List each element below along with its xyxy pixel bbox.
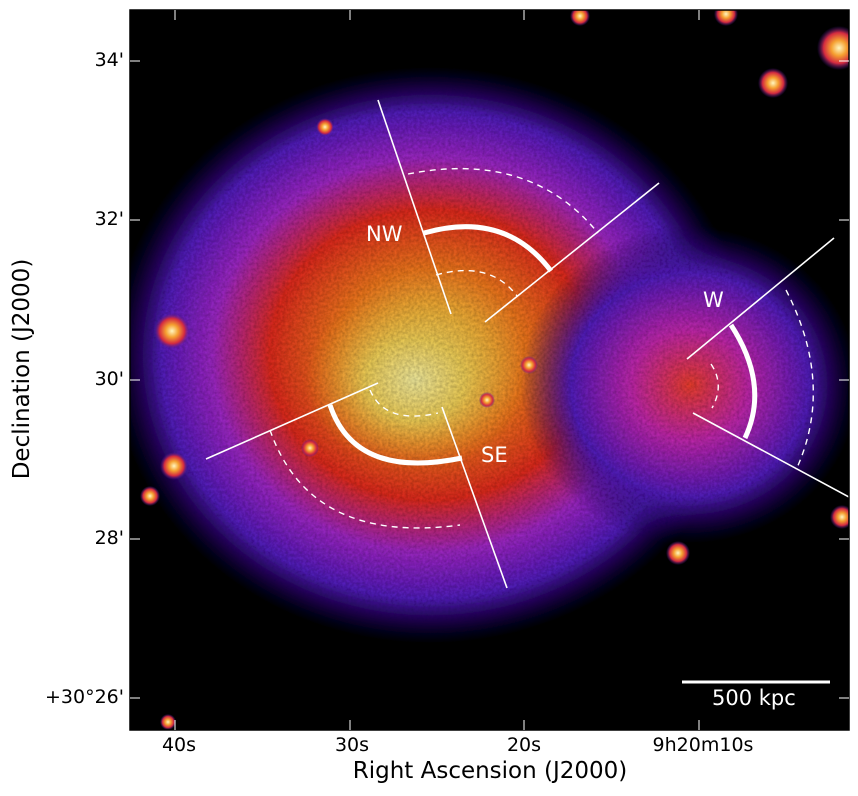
bin-arc-w-outer [785,289,814,471]
point-source [479,392,495,408]
sector-edge-se [441,406,508,589]
point-source [160,714,176,730]
point-source [520,356,538,374]
ra-tick-label: 20s [506,734,542,756]
dec-tick-label: 32' [94,208,124,230]
point-source [758,68,788,98]
plot-frame [129,9,850,731]
image-area [130,10,849,730]
x-axis-title: Right Ascension (J2000) [352,758,628,784]
point-source [666,541,690,565]
dec-tick-label: 34' [94,49,124,71]
region-label-w: W [703,288,724,312]
point-source [817,26,849,70]
y-axis-title: Declination (J2000) [9,258,35,480]
bin-arc-nw-inner [435,269,518,297]
scalebar-label: 500 kpc [712,686,796,710]
point-source [301,439,319,457]
point-source [830,505,849,529]
dec-tick-label: 30' [94,368,124,390]
point-sources [140,10,849,730]
dec-tick-label: +30°26' [45,686,124,708]
point-source [714,10,738,26]
sector-edge-w [692,412,849,498]
point-source [140,486,160,506]
front-arc-se [327,404,463,466]
ra-tick-label: 40s [161,734,197,756]
region-label-nw: NW [366,222,403,246]
front-arc-w [728,323,758,440]
sector-edge-nw [377,99,452,315]
sector-edge-se [205,382,379,460]
dec-tick-label: 28' [94,527,124,549]
sector-edge-nw [484,182,660,323]
point-source [570,10,590,26]
sector-edge-w [686,237,835,360]
cluster-core [305,290,525,470]
bin-arc-se-inner [369,389,439,417]
bin-arc-w-inner [710,363,719,409]
point-source [316,118,334,136]
west-subcluster [520,225,849,545]
region-label-se: SE [481,443,508,467]
annotations [205,99,849,684]
point-source [160,452,188,480]
front-arc-nw [423,224,553,273]
point-source [154,313,190,349]
ra-tick-label: 9h20m10s [652,734,754,756]
ra-tick-label: 30s [334,734,370,756]
tick-marks [130,10,849,730]
